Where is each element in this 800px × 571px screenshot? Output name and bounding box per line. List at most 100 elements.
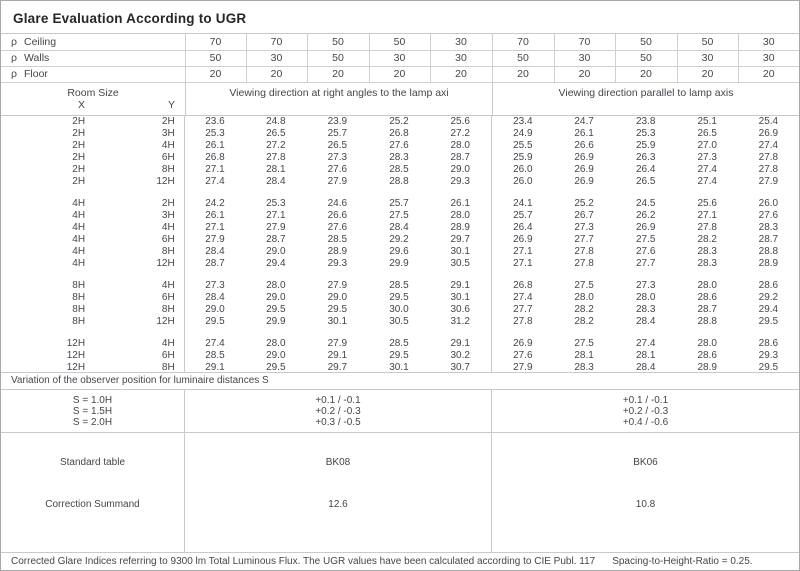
reflectance-value: 20 (737, 66, 799, 83)
ugr-value-right-angles: 26.8 (389, 127, 409, 139)
ugr-row: 4H 8H 28.4 29.0 28.9 29.6 30.1 27.1 27.8 27.6 28.3… (1, 245, 799, 258)
variation-value: +0.2 / -0.3 (622, 405, 669, 417)
ugr-value-parallel: 28.2 (574, 303, 594, 315)
ugr-value-parallel: 26.6 (574, 139, 594, 151)
ugr-value-parallel: 28.9 (758, 257, 779, 269)
room-size-axis-labels: X Y (1, 99, 185, 111)
reflectance-value: 30 (737, 34, 799, 51)
ugr-value-parallel: 28.3 (758, 221, 779, 233)
ugr-value-right-angles: 26.1 (205, 139, 225, 151)
ugr-value-right-angles: 28.8 (389, 175, 409, 187)
ugr-value-right-angles: 29.9 (266, 315, 286, 327)
room-y-value: 4H (87, 337, 185, 350)
ugr-value-right-angles: 27.2 (266, 139, 286, 151)
ugr-value-parallel: 27.7 (635, 257, 656, 269)
ugr-value-right-angles: 24.2 (205, 197, 225, 209)
ugr-value-right-angles: 29.5 (389, 291, 409, 303)
ugr-value-parallel: 28.2 (574, 315, 594, 327)
ugr-value-right-angles: 27.1 (266, 209, 286, 221)
ugr-value-right-angles: 29.4 (266, 257, 286, 269)
ugr-values-section: 2H 2H 23.6 24.8 23.9 25.2 25.6 23.4 24.7 23.8 25.1… (1, 115, 799, 372)
ugr-value-parallel: 27.4 (635, 337, 656, 349)
ugr-value-parallel: 24.9 (513, 127, 533, 139)
ugr-value-parallel: 26.5 (635, 175, 656, 187)
ugr-value-right-angles: 27.9 (327, 337, 348, 349)
ugr-value-parallel: 24.5 (635, 197, 656, 209)
ugr-value-parallel: 27.8 (697, 221, 717, 233)
ugr-value-parallel: 27.8 (513, 315, 533, 327)
ugr-value-parallel: 28.1 (574, 349, 594, 361)
ugr-value-right-angles: 28.3 (389, 151, 409, 163)
ugr-value-right-angles: 27.8 (266, 151, 286, 163)
ugr-value-right-angles: 24.8 (266, 115, 286, 127)
ugr-row: 12H 8H 29.1 29.5 29.7 30.1 30.7 27.9 28.3 28.4 28.… (1, 361, 799, 372)
ugr-value-parallel: 27.6 (758, 209, 779, 221)
reflectance-row: ρ Floor 20 20 20 20 20 20 20 20 20 20 (1, 66, 799, 83)
variation-values-right-angles: +0.1 / -0.1 +0.2 / -0.3 +0.3 / -0.5 (185, 389, 492, 432)
spacer-cell (184, 269, 493, 280)
ugr-value-parallel: 26.1 (574, 127, 594, 139)
reflectance-value: 70 (184, 34, 246, 51)
ugr-value-parallel: 28.3 (697, 257, 717, 269)
ugr-value-parallel: 27.8 (758, 163, 779, 175)
ugr-row: 2H 6H 26.8 27.8 27.3 28.3 28.7 25.9 26.9 26.3 27.3… (1, 151, 799, 164)
room-x-value: 4H (72, 221, 86, 233)
reflectance-value: 50 (614, 50, 677, 67)
ugr-value-parallel: 27.4 (697, 175, 717, 187)
ugr-value-parallel: 23.8 (635, 115, 656, 127)
ugr-value-parallel: 27.8 (574, 257, 594, 269)
ugr-value-right-angles: 27.4 (205, 175, 225, 187)
room-x-value: 12H (66, 349, 86, 361)
room-y-value: 2H (87, 115, 185, 128)
ugr-value-right-angles: 29.6 (389, 245, 409, 257)
room-y-value: 4H (87, 279, 185, 292)
ugr-value-right-angles: 29.0 (266, 349, 286, 361)
summary-values-parallel: BK06 10.8 (492, 433, 799, 552)
spacer-cell (184, 327, 493, 338)
reflectance-row: ρ Ceiling 70 70 50 50 30 70 70 50 50 30 (1, 34, 799, 51)
ugr-value-parallel: 27.1 (697, 209, 717, 221)
ugr-value-right-angles: 28.0 (266, 279, 286, 291)
observer-variation-block: S = 1.0H S = 1.5H S = 2.0H +0.1 / -0.1 +… (1, 389, 799, 433)
ugr-value-right-angles: 26.5 (327, 139, 348, 151)
room-x-value: 2H (72, 115, 86, 127)
reflectance-value: 20 (245, 66, 307, 83)
ugr-value-right-angles: 29.5 (266, 361, 286, 372)
ugr-value-parallel: 27.4 (758, 139, 779, 151)
ugr-value-parallel: 26.2 (635, 209, 656, 221)
spacer-cell (492, 270, 799, 280)
ugr-value-parallel: 27.1 (513, 257, 533, 269)
ugr-value-parallel: 26.9 (513, 233, 533, 245)
spacer-cell (184, 187, 493, 198)
ugr-value-parallel: 27.0 (697, 139, 717, 151)
reflectance-value: 20 (614, 66, 677, 83)
reflectance-value: 50 (491, 50, 554, 67)
ugr-row: 2H 2H 23.6 24.8 23.9 25.2 25.6 23.4 24.7 23.8 25.1… (1, 115, 799, 128)
ugr-value-parallel: 29.4 (758, 303, 779, 315)
ugr-value-right-angles: 29.9 (389, 257, 409, 269)
room-x-value: 2H (72, 139, 86, 151)
ugr-value-parallel: 27.9 (758, 175, 779, 187)
ugr-value-parallel: 24.7 (574, 115, 594, 127)
room-y-value: 8H (87, 245, 185, 258)
ugr-value-parallel: 28.8 (697, 315, 717, 327)
correction-summand-label: Correction Summand (45, 498, 140, 510)
ugr-row: 2H 3H 25.3 26.5 25.7 26.8 27.2 24.9 26.1 25.3 26.5… (1, 127, 799, 140)
ugr-value-right-angles: 30.0 (389, 303, 409, 315)
ugr-value-parallel: 28.6 (758, 279, 779, 291)
ugr-value-parallel: 28.0 (697, 337, 717, 349)
ugr-value-parallel: 28.0 (697, 279, 717, 291)
ugr-value-right-angles: 29.0 (266, 291, 286, 303)
correction-summand-value: 12.6 (328, 498, 348, 510)
ugr-value-parallel: 28.0 (574, 291, 594, 303)
reflectance-value: 20 (553, 66, 615, 83)
variation-value: +0.2 / -0.3 (315, 405, 361, 417)
ugr-value-right-angles: 29.2 (389, 233, 409, 245)
ugr-value-right-angles: 29.0 (327, 291, 348, 303)
room-y-value: 4H (87, 139, 185, 152)
room-x-value: 8H (72, 279, 86, 291)
ugr-value-parallel: 28.7 (758, 233, 779, 245)
ugr-value-right-angles: 27.3 (327, 151, 348, 163)
room-x-value: 4H (72, 197, 86, 209)
reflectance-surface: ρ Walls (1, 50, 185, 67)
